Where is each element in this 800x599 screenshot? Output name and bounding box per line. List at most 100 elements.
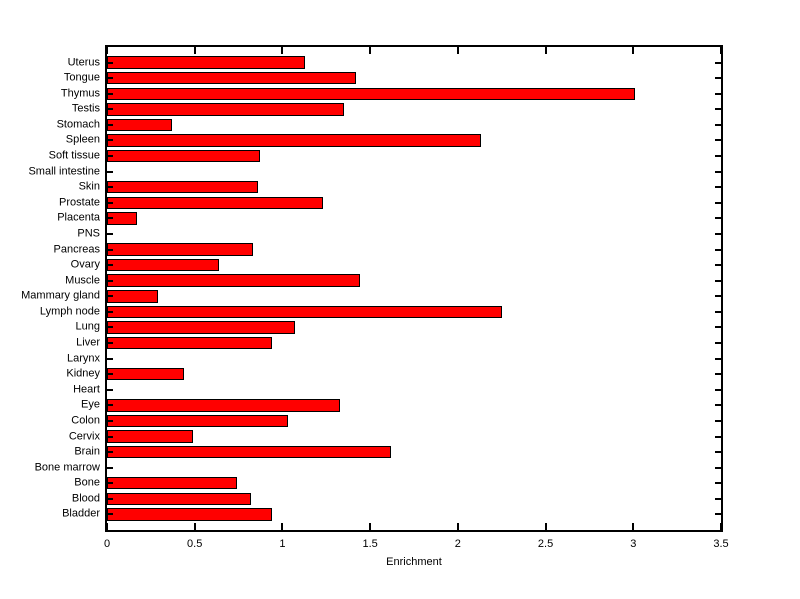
y-tick-right-uterus: [715, 61, 721, 64]
y-tick-label-small-intestine: Small intestine: [28, 165, 100, 178]
bar-mammary-gland: [107, 290, 158, 303]
y-tick-right-skin: [715, 186, 721, 189]
x-tick-top-2.5: [544, 47, 547, 54]
y-tick-label-muscle: Muscle: [65, 274, 100, 287]
bar-tongue: [107, 71, 357, 85]
bar-soft-tissue: [107, 149, 260, 163]
y-tick-label-mammary-gland: Mammary gland: [21, 289, 100, 302]
y-tick-right-colon: [715, 419, 721, 422]
bar-lymph-node: [107, 305, 502, 319]
y-tick-label-lung: Lung: [75, 320, 100, 333]
x-tick-bottom-1.5: [369, 523, 372, 530]
bar-eye: [107, 399, 341, 412]
y-tick-label-placenta: Placenta: [57, 211, 100, 224]
y-tick-right-mammary-gland: [715, 295, 721, 298]
x-tick-bottom-3: [632, 523, 635, 530]
x-tick-top-0: [106, 47, 108, 54]
bar-blood: [107, 492, 251, 506]
y-tick-right-cervix: [715, 435, 721, 438]
x-tick-top-1: [281, 47, 284, 54]
y-tick-label-pancreas: Pancreas: [53, 243, 100, 256]
x-tick-label-2.5: 2.5: [537, 538, 554, 550]
y-tick-right-liver: [715, 342, 721, 345]
bar-testis: [107, 103, 344, 116]
bar-stomach: [107, 118, 172, 132]
y-tick-label-stomach: Stomach: [56, 118, 100, 131]
x-tick-label-3.5: 3.5: [713, 538, 729, 550]
bar-spleen: [107, 134, 481, 147]
y-tick-left-pns: [107, 232, 113, 235]
x-tick-bottom-0: [106, 523, 108, 530]
bar-skin: [107, 180, 258, 194]
y-tick-label-bone-marrow: Bone marrow: [34, 461, 100, 474]
y-tick-left-testis: [107, 108, 113, 111]
y-tick-label-uterus: Uterus: [67, 56, 100, 69]
y-tick-left-liver: [107, 342, 113, 345]
y-tick-label-kidney: Kidney: [66, 367, 100, 380]
x-tick-bottom-0.5: [193, 523, 196, 530]
y-tick-left-colon: [107, 419, 113, 422]
x-tick-top-1.5: [369, 47, 372, 54]
y-tick-right-placenta: [715, 217, 721, 220]
y-tick-label-testis: Testis: [71, 102, 100, 115]
x-tick-top-2: [456, 47, 459, 54]
bar-cervix: [107, 430, 193, 443]
x-tick-bottom-3.5: [720, 523, 722, 530]
y-tick-left-bone-marrow: [107, 466, 113, 469]
y-tick-right-eye: [715, 404, 721, 407]
y-tick-label-cervix: Cervix: [68, 430, 100, 443]
y-tick-right-bone-marrow: [715, 466, 721, 469]
bar-muscle: [107, 274, 360, 287]
y-tick-right-kidney: [715, 373, 721, 376]
y-tick-left-bone: [107, 482, 113, 485]
y-tick-right-ovary: [715, 264, 721, 267]
y-tick-left-larynx: [107, 357, 113, 360]
y-tick-label-thymus: Thymus: [60, 87, 100, 100]
bar-colon: [107, 414, 288, 428]
y-tick-left-lymph-node: [107, 310, 113, 313]
bar-kidney: [107, 367, 185, 381]
y-tick-left-soft-tissue: [107, 155, 113, 158]
y-tick-label-bladder: Bladder: [62, 507, 100, 520]
y-tick-left-mammary-gland: [107, 295, 113, 298]
y-tick-left-prostate: [107, 201, 113, 204]
y-tick-label-tongue: Tongue: [63, 71, 100, 84]
y-tick-left-thymus: [107, 92, 113, 95]
y-tick-label-ovary: Ovary: [70, 258, 100, 271]
y-tick-left-kidney: [107, 373, 113, 376]
y-tick-label-spleen: Spleen: [65, 133, 100, 146]
y-tick-right-thymus: [715, 92, 721, 95]
y-tick-left-brain: [107, 451, 113, 454]
y-tick-right-pns: [715, 232, 721, 235]
bar-lung: [107, 321, 295, 334]
y-tick-left-uterus: [107, 61, 113, 64]
x-tick-top-3.5: [720, 47, 722, 54]
x-tick-label-2: 2: [454, 538, 461, 550]
y-tick-left-ovary: [107, 264, 113, 267]
y-tick-left-stomach: [107, 123, 113, 126]
y-tick-label-eye: Eye: [81, 398, 100, 411]
y-tick-label-soft-tissue: Soft tissue: [48, 149, 100, 162]
y-tick-label-colon: Colon: [71, 414, 100, 427]
y-tick-label-bone: Bone: [74, 476, 100, 489]
y-tick-right-testis: [715, 108, 721, 111]
y-tick-left-bladder: [107, 513, 113, 516]
bar-bladder: [107, 508, 272, 521]
x-axis-label: Enrichment: [386, 556, 442, 568]
y-tick-label-larynx: Larynx: [66, 352, 100, 365]
x-tick-label-0.5: 0.5: [187, 538, 203, 550]
y-tick-left-cervix: [107, 435, 113, 438]
y-tick-right-soft-tissue: [715, 155, 721, 158]
y-tick-label-lymph-node: Lymph node: [39, 305, 100, 318]
y-tick-right-stomach: [715, 123, 721, 126]
y-tick-left-lung: [107, 326, 113, 329]
y-tick-label-heart: Heart: [73, 383, 100, 396]
y-tick-left-eye: [107, 404, 113, 407]
y-tick-right-lung: [715, 326, 721, 329]
y-tick-right-lymph-node: [715, 310, 721, 313]
y-tick-left-blood: [107, 497, 113, 500]
x-tick-label-1: 1: [279, 538, 286, 550]
y-tick-label-liver: Liver: [76, 336, 100, 349]
x-tick-label-1.5: 1.5: [362, 538, 378, 550]
y-tick-right-spleen: [715, 139, 721, 142]
